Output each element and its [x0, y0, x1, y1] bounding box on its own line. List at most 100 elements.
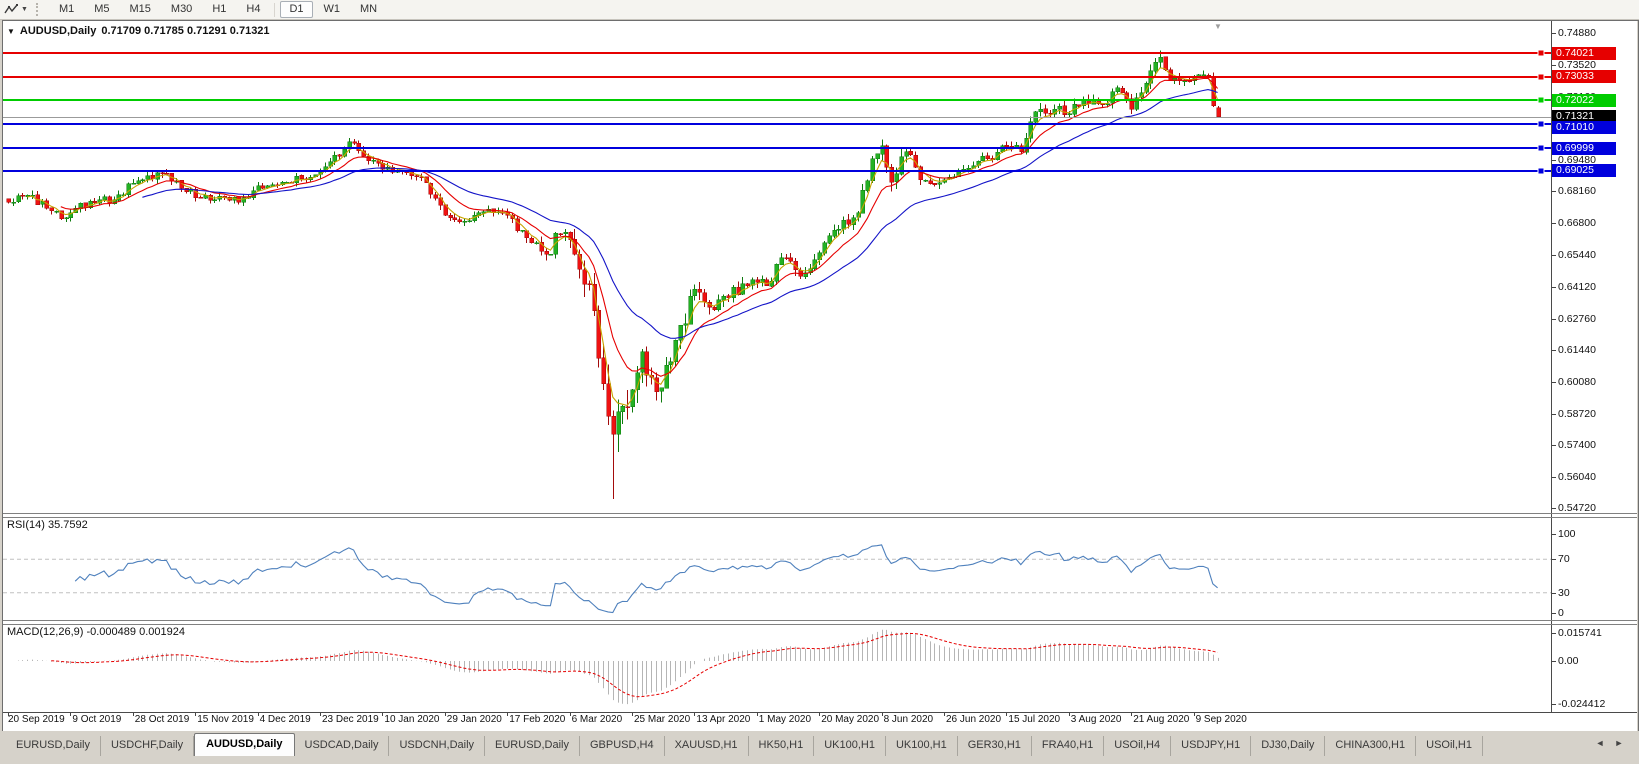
timeframe-toolbar: ▼ M1 M5 M15 M30 H1 H4 D1 W1 MN: [0, 0, 1639, 20]
price-tick-label: 0.64120: [1558, 280, 1596, 293]
chart-tabs-bar: EURUSD,Daily USDCHF,Daily AUDUSD,Daily USDC…: [0, 731, 1639, 764]
rsi-layer: [3, 544, 1551, 614]
hline-label: 0.71010: [1552, 120, 1616, 134]
chart-cursor-icon: [4, 3, 18, 13]
date-label: 29 Jan 2020: [446, 714, 502, 725]
date-label: 6 Mar 2020: [571, 714, 623, 725]
tab-DJ30-Daily[interactable]: DJ30,Daily: [1251, 736, 1326, 756]
price-tick-label: 0.54720: [1558, 502, 1596, 514]
chart-window-background: [3, 21, 1637, 731]
rsi-scale-label: 30: [1558, 586, 1570, 599]
candles-layer: [6, 50, 1221, 499]
axis-ticks-layer: [8, 33, 1556, 716]
time-axis-border: [3, 712, 1637, 713]
period-button-M15[interactable]: M15: [129, 3, 151, 15]
date-label: 4 Dec 2019: [259, 714, 311, 725]
chart-tabs: EURUSD,Daily USDCHF,Daily AUDUSD,Daily USDC…: [6, 733, 1483, 756]
tab-USDCAD-Daily[interactable]: USDCAD,Daily: [295, 736, 390, 756]
macd-panel-title: MACD(12,26,9) -0.000489 0.001924: [7, 626, 185, 638]
period-button-H4[interactable]: H4: [246, 3, 261, 15]
bid-price-label: 0.71321: [1552, 109, 1616, 123]
date-label: 20 Sep 2019: [8, 714, 65, 725]
chart-menu-button[interactable]: ▼: [7, 26, 15, 36]
rsi-scale-label: 100: [1558, 528, 1576, 540]
period-button-MN[interactable]: MN: [360, 3, 378, 15]
price-tick-label: 0.62760: [1558, 312, 1596, 325]
date-label: 8 Jun 2020: [883, 714, 934, 725]
chart-shift-marker-icon: ▼: [1214, 22, 1222, 31]
price-tick-label: 0.65440: [1558, 249, 1596, 262]
price-tick-label: 0.66800: [1558, 217, 1596, 230]
ma-lines-layer: [27, 67, 1219, 407]
price-tick-label: 0.56040: [1558, 470, 1596, 483]
date-label: 10 Jan 2020: [384, 714, 440, 725]
date-label: 25 Mar 2020: [634, 714, 691, 725]
macd-scale-label: 0.015741: [1558, 627, 1602, 640]
date-label: 13 Apr 2020: [696, 714, 751, 725]
macd-scale-label: 0.00: [1558, 655, 1579, 667]
date-label: 28 Oct 2019: [134, 714, 190, 725]
tab-USOil-H1[interactable]: USOil,H1: [1416, 736, 1483, 756]
date-label: 15 Nov 2019: [197, 714, 254, 725]
tab-UK100-H1[interactable]: UK100,H1: [814, 736, 886, 756]
tab-scroll-right-button[interactable]: ►: [1614, 738, 1624, 748]
tab-USDCNH-Daily[interactable]: USDCNH,Daily: [389, 736, 486, 756]
price-tick-label: 0.57400: [1558, 438, 1596, 451]
symbol-label: AUDUSD,Daily: [19, 25, 97, 37]
date-label: 3 Aug 2020: [1070, 714, 1122, 725]
rsi-panel-title: RSI(14) 35.7592: [7, 519, 88, 531]
tab-EURUSD-Daily[interactable]: EURUSD,Daily: [6, 736, 101, 756]
tab-USOil-H4[interactable]: USOil,H4: [1104, 736, 1172, 756]
tab-AUDUSD-Daily[interactable]: AUDUSD,Daily: [194, 733, 295, 756]
hlines-layer: [3, 49, 1551, 175]
chevron-down-icon: ▼: [21, 6, 28, 13]
hline-label: 0.73033: [1552, 70, 1616, 84]
rsi-scale-label: 70: [1558, 553, 1570, 566]
date-label: 26 Jun 2020: [946, 714, 1002, 725]
panel-divider[interactable]: [3, 517, 1637, 518]
period-button-H1[interactable]: H1: [212, 3, 227, 15]
price-tick-label: 0.60080: [1558, 375, 1596, 388]
tab-XAUUSD-H1[interactable]: XAUUSD,H1: [665, 736, 749, 756]
tab-UK100-H1[interactable]: UK100,H1: [886, 736, 958, 756]
price-tick-label: 0.69480: [1558, 154, 1596, 167]
date-label: 1 May 2020: [758, 714, 812, 725]
period-button-W1[interactable]: W1: [323, 3, 341, 15]
timeframe-buttons: M1 M5 M15 M30 H1 H4 D1 W1 MN: [49, 1, 387, 18]
panel-divider[interactable]: [3, 513, 1637, 514]
tab-HK50-H1[interactable]: HK50,H1: [749, 736, 815, 756]
date-label: 9 Oct 2019: [72, 714, 122, 725]
date-label: 9 Sep 2020: [1195, 714, 1247, 725]
hline-label: 0.74021: [1552, 46, 1616, 60]
tab-EURUSD-Daily[interactable]: EURUSD,Daily: [485, 736, 580, 756]
ohlc-values: 0.71709 0.71785 0.71291 0.71321: [101, 25, 270, 37]
date-label: 17 Feb 2020: [509, 714, 566, 725]
toolbar-grip: [35, 3, 41, 16]
hline-label: 0.69025: [1552, 164, 1616, 178]
rsi-scale-label: 0: [1558, 607, 1564, 619]
period-button-M5[interactable]: M5: [94, 3, 110, 15]
chart-cursor-tool-button[interactable]: ▼: [4, 3, 28, 17]
tab-FRA40-H1[interactable]: FRA40,H1: [1032, 736, 1105, 756]
tab-CHINA300-H1[interactable]: CHINA300,H1: [1325, 736, 1417, 756]
period-button-M30[interactable]: M30: [170, 3, 193, 15]
tab-USDCHF-Daily[interactable]: USDCHF,Daily: [101, 736, 195, 756]
period-button-M1[interactable]: M1: [58, 3, 75, 15]
macd-layer: [18, 629, 1219, 705]
date-label: 21 Aug 2020: [1133, 714, 1190, 725]
panel-divider[interactable]: [3, 620, 1637, 621]
tab-GBPUSD-H4[interactable]: GBPUSD,H4: [580, 736, 665, 756]
price-tick-label: 0.58720: [1558, 407, 1596, 420]
hline-label: 0.72022: [1552, 93, 1616, 107]
price-tick-label: 0.73520: [1558, 59, 1596, 72]
hline-label: 0.69999: [1552, 141, 1616, 155]
panel-divider[interactable]: [3, 624, 1637, 625]
period-button-D1[interactable]: D1: [280, 1, 313, 18]
tab-USDJPY-H1[interactable]: USDJPY,H1: [1171, 736, 1252, 756]
date-label: 20 May 2020: [821, 714, 880, 725]
tab-scroll-left-button[interactable]: ◄: [1595, 738, 1605, 748]
tab-GER30-H1[interactable]: GER30,H1: [958, 736, 1032, 756]
price-tick-label: 0.68160: [1558, 185, 1596, 198]
